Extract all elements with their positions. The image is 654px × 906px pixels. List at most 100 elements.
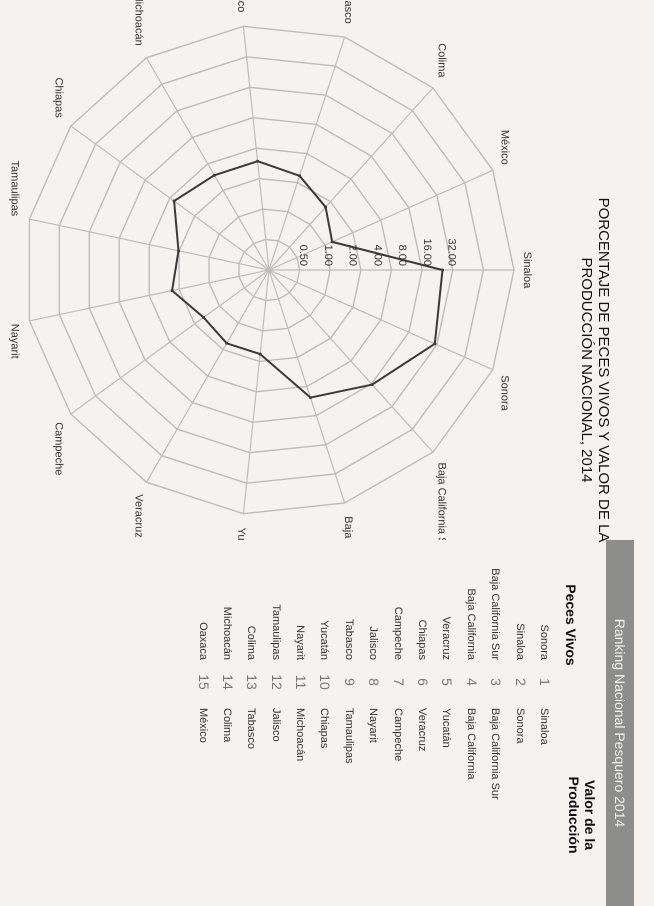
row-right-value: Baja California bbox=[464, 708, 477, 780]
grid-spoke bbox=[145, 269, 270, 483]
row-left-value: Tabasco bbox=[342, 619, 355, 660]
category-label: Colima bbox=[435, 43, 447, 78]
table-row: Michoacán 14 Colima bbox=[213, 540, 237, 906]
row-left-value: Chiapas bbox=[416, 619, 429, 660]
row-rank: 13 bbox=[244, 674, 261, 690]
grid-spoke bbox=[242, 26, 270, 271]
row-rank: 1 bbox=[537, 678, 553, 686]
table-row: Tabasco 9 Tamaulipas bbox=[334, 540, 358, 906]
row-right-value: Colima bbox=[220, 708, 233, 743]
row-left-value: Baja California bbox=[464, 588, 477, 660]
category-label: Sonora bbox=[499, 375, 511, 411]
row-left-value: Jalisco bbox=[367, 626, 380, 660]
data-point bbox=[309, 396, 312, 400]
table-row: Baja California Sur 3 Baja California Sur bbox=[481, 540, 505, 906]
data-point bbox=[170, 289, 174, 293]
ranking-table: Ranking Nacional Pesquero 2014 Peces Viv… bbox=[0, 540, 654, 906]
data-point bbox=[330, 240, 334, 244]
row-right-value: Sonora bbox=[513, 708, 526, 744]
axis-tick-label: 32.00 bbox=[446, 238, 458, 266]
row-right-value: Yucatán bbox=[440, 708, 453, 748]
grid-spoke bbox=[268, 269, 494, 371]
row-rank: 7 bbox=[390, 678, 407, 686]
grid-ring bbox=[28, 25, 515, 515]
category-label: Jalisco bbox=[235, 0, 247, 12]
row-right-value: México bbox=[196, 708, 209, 743]
axis-tick-label: 1.00 bbox=[322, 245, 334, 266]
row-left-value: Baja California Sur bbox=[489, 568, 502, 660]
row-left-value: Campeche bbox=[391, 606, 404, 660]
row-right-value: Veracruz bbox=[416, 708, 429, 752]
left-column-header: Peces Vivos bbox=[563, 584, 579, 666]
category-label: Nayarit bbox=[9, 324, 21, 359]
table-rows: Sonora 1 Sinaloa Sinaloa 2 Sonora Baja Califor… bbox=[188, 540, 554, 906]
grid-spoke bbox=[268, 87, 434, 271]
right-header-line-2: Producción bbox=[566, 776, 582, 854]
grid-spoke bbox=[268, 36, 346, 271]
data-point bbox=[256, 159, 260, 163]
grid-spoke bbox=[29, 218, 270, 271]
row-left-value: Nayarit bbox=[294, 625, 307, 660]
row-right-value: Baja California Sur bbox=[489, 708, 502, 800]
row-rank: 9 bbox=[341, 678, 358, 686]
table-row: Jalisco 8 Nayarit bbox=[359, 540, 383, 906]
row-rank: 6 bbox=[415, 678, 432, 686]
data-point bbox=[177, 249, 180, 253]
row-rank: 5 bbox=[439, 678, 456, 686]
radar-chart: 0.50 1.00 2.00 4.00 8.00 16.00 32.00 Sinaloa Son… bbox=[9, 0, 533, 541]
grid-spoke bbox=[268, 269, 346, 504]
table-row: Yucatán 10 Chiapas bbox=[310, 540, 334, 906]
row-rank: 11 bbox=[293, 674, 310, 690]
data-point bbox=[441, 268, 444, 272]
row-left-value: Tamaulipas bbox=[269, 604, 282, 660]
row-left-value: Yucatán bbox=[318, 620, 331, 660]
row-left-value: Oaxaca bbox=[196, 622, 209, 660]
row-left-value: Sonora bbox=[538, 624, 550, 660]
data-point bbox=[258, 352, 262, 356]
row-right-value: Jalisco bbox=[269, 708, 282, 742]
axis-tick-label: 2.00 bbox=[347, 245, 359, 266]
grid-ring bbox=[58, 56, 485, 484]
row-right-value: Michoacán bbox=[294, 708, 307, 762]
data-point bbox=[298, 174, 302, 178]
data-point bbox=[212, 173, 216, 177]
data-point bbox=[202, 316, 206, 319]
category-label: Michoacán bbox=[133, 0, 145, 46]
grid-spoke bbox=[242, 269, 270, 514]
right-column-header: Valor de la Producción bbox=[566, 750, 598, 880]
table-row: Veracruz 5 Yucatán bbox=[432, 540, 456, 906]
row-right-value: Campeche bbox=[391, 708, 404, 762]
row-rank: 14 bbox=[219, 674, 236, 690]
table-row: Oaxaca 15 México bbox=[188, 540, 212, 906]
category-label: Baja California bbox=[342, 516, 354, 540]
chart-title: PORCENTAJE DE PECES VIVOS Y VALOR DE LA … bbox=[578, 197, 612, 543]
axis-tick-label: 8.00 bbox=[396, 245, 408, 266]
data-point bbox=[324, 205, 328, 209]
grid-spoke bbox=[268, 269, 434, 453]
grid-spoke bbox=[29, 269, 270, 322]
category-label: Yucatán bbox=[235, 528, 247, 540]
axis-tick-label: 16.00 bbox=[421, 238, 433, 266]
table-banner: Ranking Nacional Pesquero 2014 bbox=[606, 540, 634, 906]
table-row: Nayarit 11 Michoacán bbox=[286, 540, 310, 906]
grid-spoke bbox=[268, 169, 494, 271]
category-label: Baja California Sur bbox=[435, 463, 447, 541]
category-label: Sinaloa bbox=[521, 252, 533, 290]
grid-ring bbox=[118, 116, 423, 424]
row-right-value: Sinaloa bbox=[538, 708, 550, 745]
data-point bbox=[172, 199, 176, 203]
table-row: Baja California 4 Baja California bbox=[456, 540, 480, 906]
row-right-value: Nayarit bbox=[367, 708, 380, 743]
row-left-value: Colima bbox=[245, 625, 258, 660]
category-label: México bbox=[499, 130, 511, 165]
grid-ring bbox=[208, 208, 331, 332]
row-rank: 12 bbox=[268, 674, 285, 690]
row-rank: 3 bbox=[488, 678, 505, 686]
table-row: Tamaulipas 12 Jalisco bbox=[261, 540, 285, 906]
table-row: Colima 13 Tabasco bbox=[237, 540, 261, 906]
row-rank: 2 bbox=[512, 678, 529, 686]
grid-ring bbox=[148, 147, 393, 393]
category-label: Campeche bbox=[53, 422, 65, 475]
right-header-line-1: Valor de la bbox=[582, 779, 598, 851]
table-row: Chiapas 6 Veracruz bbox=[408, 540, 432, 906]
